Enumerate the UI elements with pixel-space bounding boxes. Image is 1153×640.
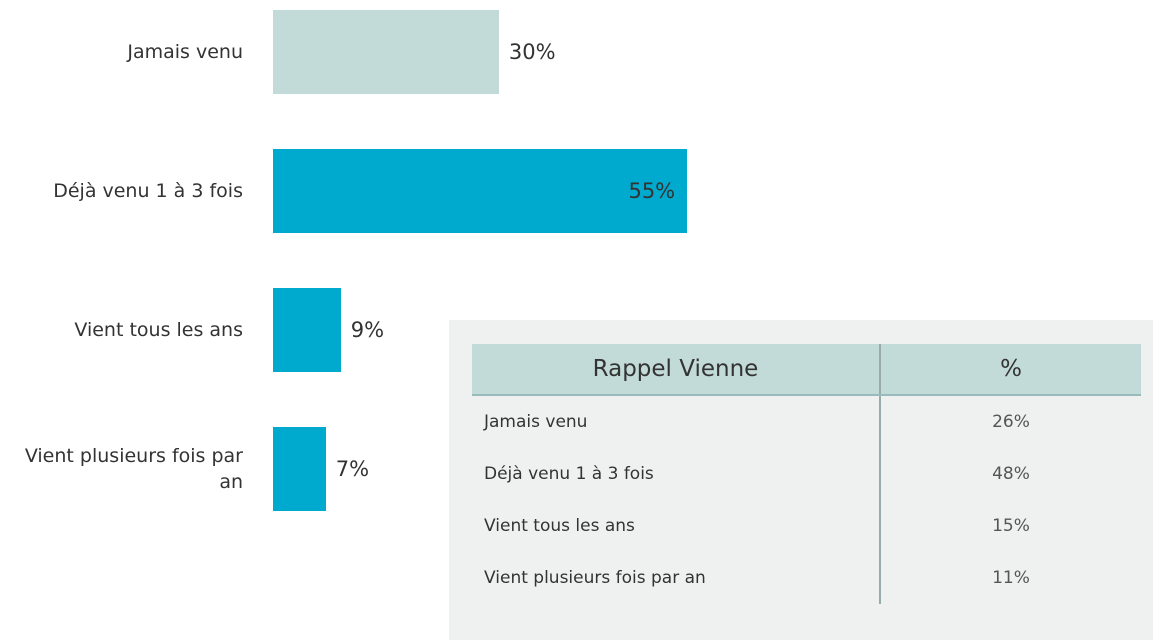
table-row: Vient plusieurs fois par an 11% (472, 552, 1141, 604)
table-row: Vient tous les ans 15% (472, 500, 1141, 552)
table-cell: 11% (992, 568, 1030, 588)
table-cell: 48% (992, 464, 1030, 484)
table-row: Jamais venu 26% (472, 395, 1141, 448)
table-cell: 15% (992, 516, 1030, 536)
table-cell: Vient plusieurs fois par an (472, 552, 881, 604)
bar (273, 427, 326, 511)
value-label: 55% (628, 179, 676, 203)
category-label: Jamais venu (127, 41, 243, 63)
bar (273, 10, 499, 94)
bar (273, 149, 688, 233)
table: Rappel Vienne% Jamais venu 26% Déjà venu 1… (472, 344, 1141, 604)
table-row: Déjà venu 1 à 3 fois 48% (472, 448, 1141, 500)
table-cell: 26% (992, 412, 1030, 432)
category-label: Vient plusieurs fois par an (24, 445, 243, 493)
value-label: 7% (335, 457, 370, 481)
header-cell: Rappel Vienne (472, 344, 881, 396)
value-label: 30% (508, 40, 556, 64)
table-header: Rappel Vienne% (472, 344, 1141, 396)
table-cell: Jamais venu (472, 395, 881, 448)
bar (273, 288, 341, 372)
category-label: Déjà venu 1 à 3 fois (53, 180, 243, 202)
header-cell: % (880, 344, 1141, 396)
table-body: Jamais venu 26% Déjà venu 1 à 3 fois 48% Vie… (472, 395, 1141, 604)
table-cell: Déjà venu 1 à 3 fois (472, 448, 881, 500)
table-panel: Rappel Vienne% Jamais venu 26% Déjà venu 1… (449, 320, 1153, 640)
table-cell: Vient tous les ans (472, 500, 881, 552)
category-label: Vient tous les ans (74, 319, 243, 341)
value-label: 9% (350, 318, 385, 342)
